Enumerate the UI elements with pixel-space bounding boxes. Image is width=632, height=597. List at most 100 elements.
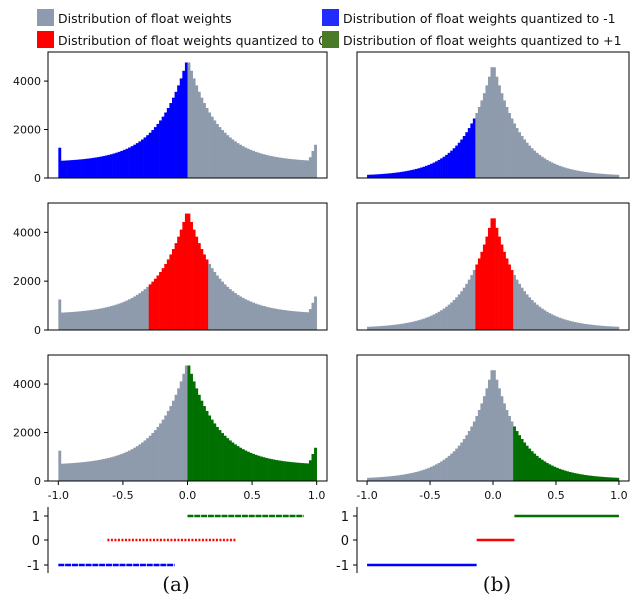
histogram-bar [425, 468, 428, 481]
histogram-bar [533, 150, 537, 178]
histogram-bar [203, 254, 206, 330]
histogram-bar [442, 308, 446, 330]
histogram-bar [280, 157, 284, 178]
histogram-bar [138, 444, 142, 481]
x-tick-label: 1.0 [610, 489, 628, 502]
histogram-bar [392, 475, 396, 481]
caption-b: (b) [483, 572, 511, 596]
histogram-bar [192, 381, 196, 481]
histogram-bar [568, 168, 572, 178]
histogram-bar [159, 120, 162, 178]
histogram-bar [419, 470, 423, 481]
histogram-bar [616, 477, 620, 481]
histogram-bar [369, 477, 373, 481]
histogram-bar [417, 168, 421, 178]
histogram-bar [68, 160, 72, 178]
histogram-bar [596, 325, 600, 330]
histogram-bar [159, 423, 162, 481]
histogram-bar [392, 172, 396, 178]
histogram-bar [215, 123, 219, 178]
histogram-bar [308, 157, 312, 178]
histogram-bar [591, 172, 595, 178]
histogram-bar [581, 323, 584, 330]
histogram-bar [86, 158, 90, 178]
histogram-bar [399, 474, 403, 481]
histogram-bar [389, 476, 393, 481]
histogram-bar [203, 406, 206, 481]
histogram-bar [120, 453, 124, 481]
histogram-bar [58, 147, 62, 178]
histogram-bar [503, 403, 506, 481]
histogram-bar [135, 294, 139, 330]
histogram-bar [60, 160, 64, 178]
histogram-bar [218, 430, 222, 481]
histogram-bar [545, 311, 549, 330]
histogram-bar [603, 174, 607, 178]
histogram-bar [450, 150, 454, 178]
histogram-bar [187, 62, 191, 178]
histogram-bar [236, 143, 240, 178]
histogram-bar [164, 415, 168, 481]
histogram-bar [151, 130, 155, 178]
histogram-bar [593, 325, 597, 330]
histogram-bar [430, 163, 433, 178]
histogram-bar [598, 325, 602, 330]
histogram-bar [91, 309, 95, 330]
histogram-bar [498, 388, 501, 481]
histogram-bar [66, 312, 69, 330]
histogram-bar [573, 322, 577, 330]
histogram-bar [94, 309, 98, 330]
x-tick-label: -1.0 [356, 489, 377, 502]
histogram-bar [128, 147, 131, 178]
histogram-bar [99, 308, 103, 330]
histogram-bar [259, 153, 263, 178]
histogram-bar [432, 465, 436, 481]
histogram-bar [462, 287, 466, 330]
histogram-bar [450, 302, 454, 330]
histogram-bar [298, 311, 302, 330]
histogram-bar [613, 326, 617, 330]
histogram-bar [485, 236, 489, 330]
histogram-bar [94, 460, 98, 481]
histogram-bar [257, 152, 261, 178]
histogram-bar [598, 476, 602, 481]
histogram-bar [151, 281, 155, 330]
histogram-bar [455, 145, 459, 178]
histogram-bar [99, 459, 103, 481]
histogram-bar [293, 311, 297, 330]
histogram-bar [130, 449, 134, 481]
histogram-bar [125, 300, 129, 330]
histogram-bar [102, 459, 106, 481]
histogram-bar [397, 324, 401, 330]
histogram-bar [404, 323, 408, 330]
histogram-bar [146, 438, 150, 481]
histogram-bar [550, 465, 554, 481]
histogram-bar [84, 158, 88, 178]
histogram-bar [472, 421, 476, 481]
histogram-bar [84, 310, 88, 330]
histogram-bar [277, 157, 281, 178]
histogram-bar [482, 93, 486, 178]
histogram-bar [200, 400, 204, 481]
histogram-bar [419, 167, 423, 178]
histogram-bar [576, 473, 579, 481]
histogram-bar [223, 435, 227, 481]
x-tick-label: 0.5 [547, 489, 565, 502]
histogram-bar [249, 452, 253, 481]
histogram-bar [490, 218, 494, 330]
histogram-bar [384, 325, 388, 330]
histogram-bar [122, 301, 126, 330]
histogram-bar [432, 162, 436, 178]
histogram-bar [583, 323, 587, 330]
quant-y-tick-label: 1 [341, 510, 349, 525]
histogram-bar [138, 293, 142, 330]
quant-y-tick-label: 1 [32, 510, 40, 525]
histogram-bar [66, 160, 69, 178]
histogram-bar [192, 78, 196, 178]
histogram-bar [298, 462, 302, 481]
histogram-bar [603, 326, 607, 330]
histogram-bar [226, 135, 230, 178]
histogram-bar [545, 462, 549, 481]
histogram-bar [394, 172, 398, 178]
histogram-bar [591, 324, 595, 330]
